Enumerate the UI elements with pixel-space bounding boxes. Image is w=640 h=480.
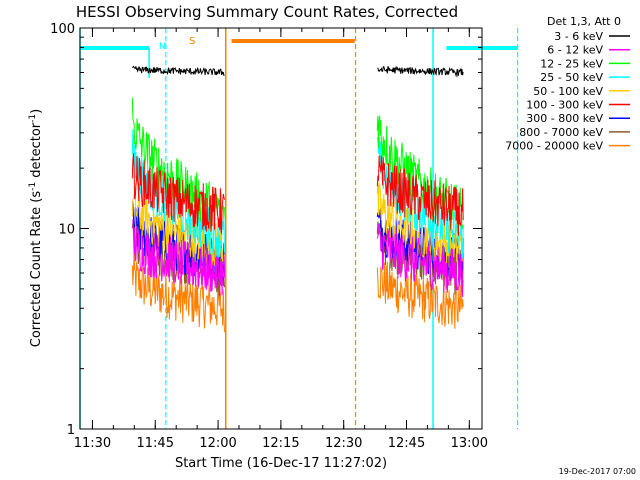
series-line: [131, 153, 225, 235]
x-tick-label: 12:15: [262, 436, 299, 451]
series-line: [131, 253, 225, 333]
timestamp: 19-Dec-2017 07:00: [559, 467, 636, 476]
y-axis-label-end: ): [29, 109, 44, 114]
series-line: [376, 261, 464, 329]
legend-label: 100 - 300 keV: [526, 99, 603, 112]
x-tick-label: 12:00: [199, 436, 236, 451]
y-axis-label-mid: detector: [29, 122, 44, 182]
x-tick-label: 11:30: [74, 436, 111, 451]
y-tick-label: 1: [67, 423, 75, 438]
x-tick-label: 12:45: [388, 436, 425, 451]
x-tick-label: 12:30: [325, 436, 362, 451]
chart-title: HESSI Observing Summary Count Rates, Cor…: [76, 3, 458, 21]
night-flag-label: N: [159, 42, 166, 52]
series-line: [132, 219, 225, 297]
y-axis-label: Corrected Count Rate (s-1 detector-1): [28, 109, 44, 347]
series-line: [376, 223, 464, 298]
legend-label: 12 - 25 keV: [540, 57, 603, 70]
legend-label: 25 - 50 keV: [540, 71, 603, 84]
y-tick-label: 10: [58, 223, 75, 238]
series-line: [377, 65, 464, 78]
y-axis-label-sup2: -1: [28, 114, 38, 123]
legend-label: 6 - 12 keV: [547, 44, 603, 57]
series-line: [131, 97, 225, 229]
x-tick-label: 13:00: [451, 436, 488, 451]
x-tick-label: 11:45: [137, 436, 174, 451]
series-line: [376, 155, 464, 236]
legend-label: 300 - 800 keV: [526, 112, 603, 125]
y-tick-label: 100: [50, 22, 75, 37]
legend-label: 800 - 7000 keV: [519, 126, 603, 139]
x-axis-label: Start Time (16-Dec-17 11:27:02): [175, 456, 387, 471]
saa-flag-label: S: [189, 36, 195, 47]
legend-label: 3 - 6 keV: [554, 30, 603, 43]
axes-layer: 11:30 11:45 12:00 12:15 12:30 12:45 13:00 1 10 10…: [50, 22, 488, 451]
y-axis-label-main: Corrected Count Rate (s: [29, 191, 44, 348]
legend-label: 7000 - 20000 keV: [505, 140, 603, 153]
legend-label: 50 - 100 keV: [533, 85, 603, 98]
legend-title: Det 1,3, Att 0: [547, 15, 621, 28]
y-axis-label-sup1: -1: [28, 182, 38, 191]
series-line: [132, 65, 225, 77]
